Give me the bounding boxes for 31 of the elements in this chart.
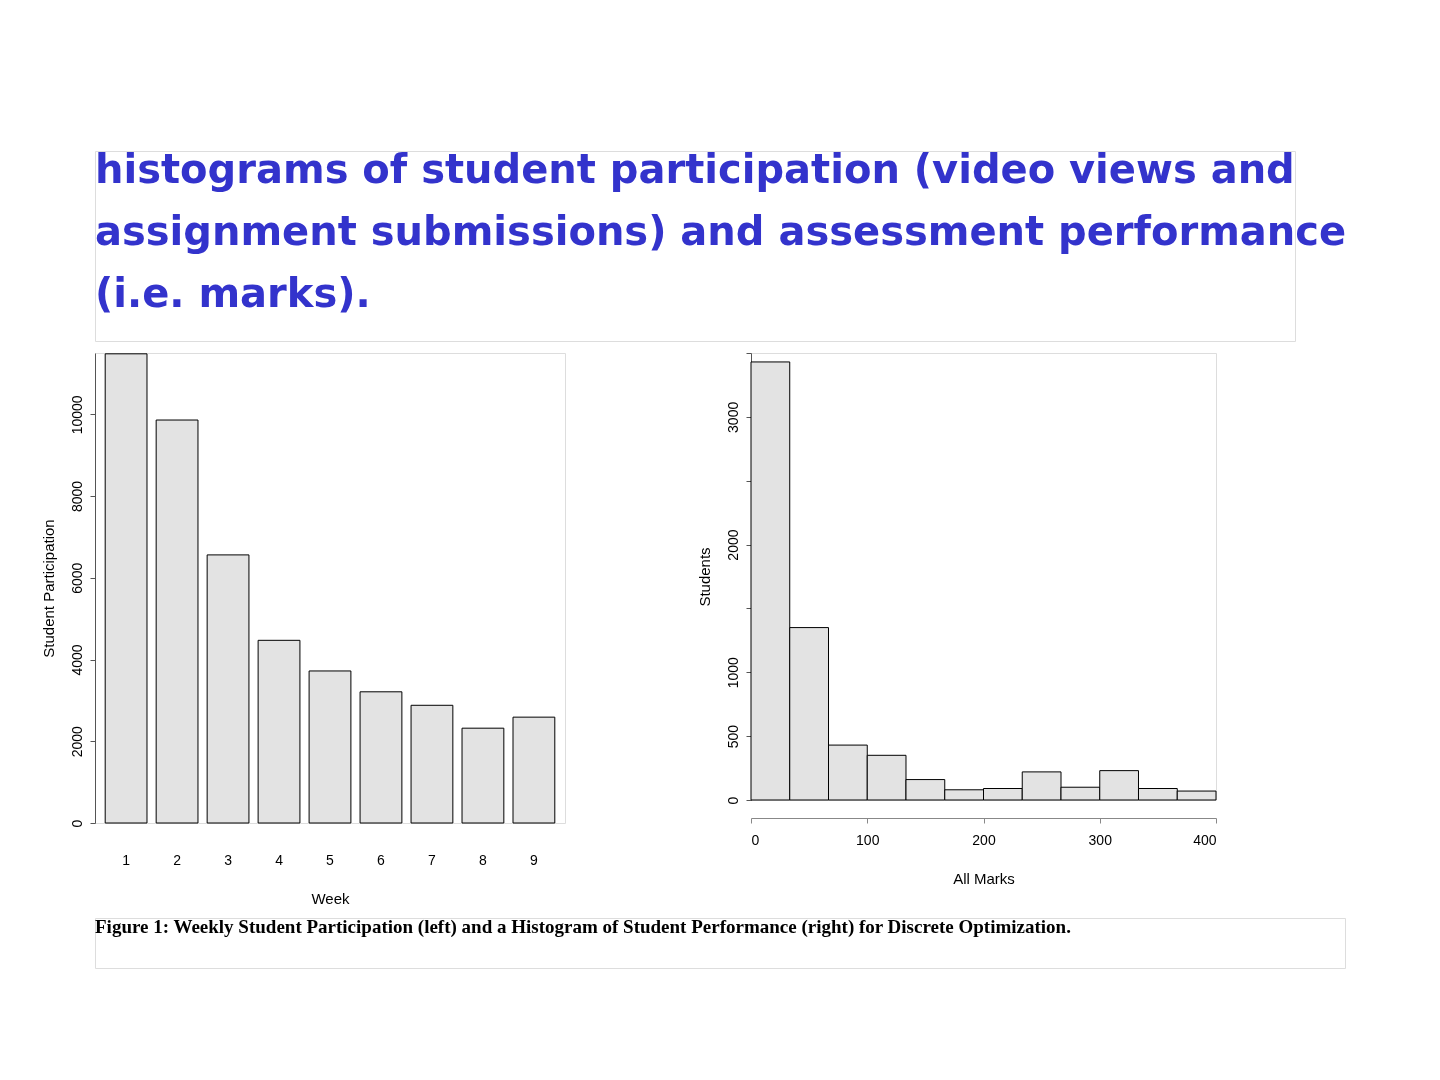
- x-tick-label: 300: [1088, 831, 1113, 848]
- x-axis-title: Week: [311, 889, 351, 907]
- y-tick-label: 8000: [68, 480, 85, 513]
- y-tick-label: 0: [724, 796, 741, 805]
- x-tick-label: 6: [377, 851, 386, 868]
- y-tick-label: 3000: [724, 401, 741, 433]
- x-tick-label: 100: [856, 831, 880, 848]
- y-tick-label: 10000: [68, 395, 85, 435]
- x-axis-title: All Marks: [953, 869, 1015, 887]
- x-tick-label: 7: [428, 851, 437, 868]
- x-tick-label: 200: [972, 831, 996, 848]
- x-tick-label: 5: [326, 851, 335, 868]
- y-axis-title: Student Participation: [39, 519, 57, 658]
- y-axis-title: Students: [695, 547, 713, 607]
- y-tick-label: 6000: [68, 562, 85, 594]
- x-tick-label: 2: [173, 851, 182, 868]
- y-tick-label: 2000: [68, 725, 85, 758]
- x-tick-label: 8: [479, 851, 488, 868]
- x-tick-label: 1: [122, 851, 131, 868]
- y-tick-label: 1000: [724, 657, 741, 689]
- x-tick-label: 4: [275, 851, 284, 868]
- x-tick-label: 9: [530, 851, 539, 868]
- y-tick-label: 500: [724, 724, 741, 749]
- y-tick-label: 2000: [724, 529, 741, 561]
- caption: Figure 1: Weekly Student Participation (left) and a Histogram of Student Performance (right) for Discrete Optimization.: [95, 916, 1071, 938]
- y-tick-label: 4000: [68, 644, 85, 676]
- x-tick-label: 3: [224, 851, 233, 868]
- x-tick-label: 400: [1193, 831, 1217, 848]
- text: histograms of student participation (video views and assignment submissions) and assessment performance (i.e. marks).: [95, 146, 1347, 316]
- x-tick-label: 0: [751, 831, 760, 848]
- y-tick-label: 0: [68, 819, 85, 828]
